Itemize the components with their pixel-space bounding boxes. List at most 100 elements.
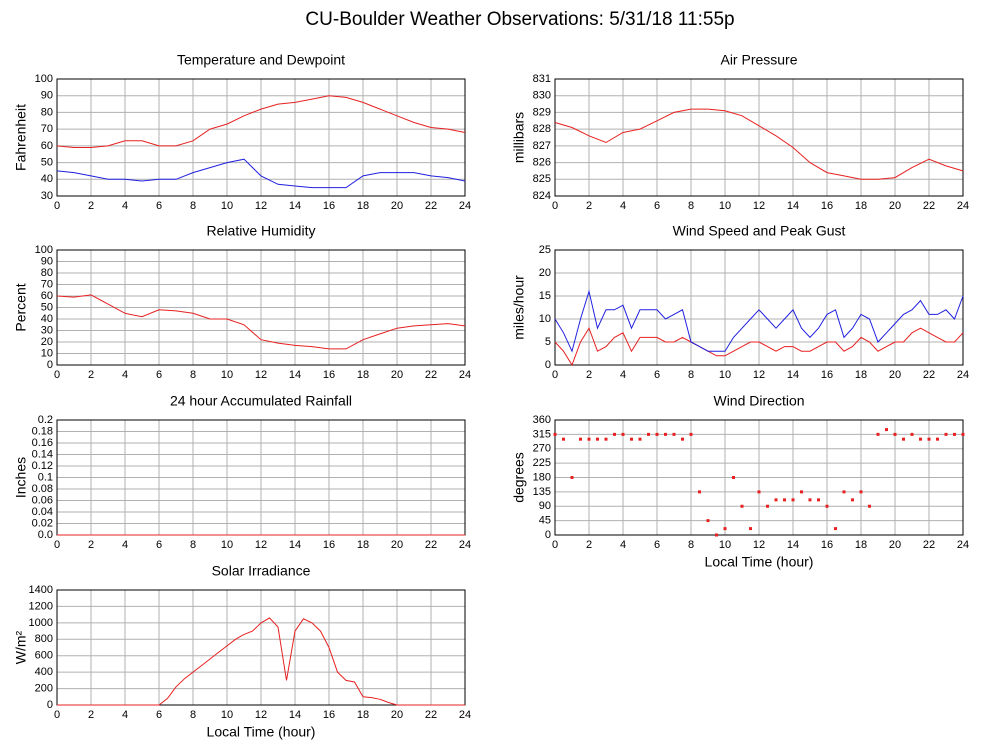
x-tick-label: 24 (957, 200, 969, 212)
x-tick-label: 18 (855, 539, 867, 551)
x-tick-label: 14 (289, 539, 301, 551)
y-tick-label: 315 (533, 428, 551, 440)
chart-title: 24 hour Accumulated Rainfall (170, 393, 352, 409)
y-tick-label: 1400 (29, 584, 53, 596)
x-tick-label: 2 (88, 369, 94, 381)
x-tick-label: 8 (190, 200, 196, 212)
y-tick-label: 70 (41, 123, 53, 135)
page-title: CU-Boulder Weather Observations: 5/31/18… (305, 9, 734, 30)
y-tick-label: 20 (539, 267, 551, 279)
x-tick-label: 22 (923, 539, 935, 551)
x-tick-label: 14 (787, 369, 799, 381)
x-tick-label: 0 (54, 200, 60, 212)
y-tick-label: 824 (533, 190, 551, 202)
data-line (56, 95, 466, 148)
x-tick-label: 6 (156, 369, 162, 381)
x-tick-label: 8 (190, 369, 196, 381)
x-tick-label: 24 (459, 200, 471, 212)
y-tick-label: 826 (533, 156, 551, 168)
data-point (604, 437, 608, 441)
data-line (554, 327, 964, 367)
data-point (570, 476, 574, 479)
x-tick-label: 0 (54, 709, 60, 721)
data-point (910, 432, 914, 436)
x-tick-label: 18 (357, 539, 369, 551)
y-tick-label: 0.14 (32, 448, 53, 460)
y-tick-label: 1000 (29, 617, 53, 629)
data-point (953, 432, 956, 436)
data-line (554, 108, 964, 180)
data-point (689, 432, 693, 436)
y-tick-label: 831 (533, 73, 551, 85)
x-tick-label: 18 (855, 369, 867, 381)
x-tick-label: 24 (459, 539, 471, 551)
y-tick-label: 0.12 (32, 460, 53, 472)
x-tick-label: 10 (719, 369, 731, 381)
data-point (808, 498, 812, 502)
plot-frame (56, 249, 466, 366)
y-tick-label: 40 (41, 173, 53, 185)
x-tick-label: 22 (425, 200, 437, 212)
x-tick-label: 16 (821, 539, 833, 551)
x-tick-label: 4 (620, 369, 626, 381)
y-tick-label: 0 (47, 699, 53, 711)
data-point (553, 432, 557, 436)
data-point (664, 432, 667, 436)
data-point (706, 519, 710, 523)
x-tick-label: 14 (289, 709, 301, 721)
x-tick-label: 24 (957, 539, 969, 551)
x-tick-label: 6 (654, 539, 660, 551)
x-tick-label: 8 (190, 539, 196, 551)
x-tick-label: 16 (323, 369, 335, 381)
data-point (885, 428, 888, 432)
x-tick-label: 4 (122, 369, 128, 381)
x-tick-label: 10 (719, 539, 731, 551)
y-tick-label: 20 (41, 336, 53, 348)
y-tick-label: 827 (533, 140, 551, 152)
x-tick-label: 24 (459, 369, 471, 381)
chart-title: Solar Irradiance (212, 563, 311, 579)
data-point (655, 432, 659, 436)
y-tick-label: 0 (545, 529, 551, 541)
y-tick-label: 80 (41, 106, 53, 118)
y-tick-label: 600 (35, 650, 53, 662)
x-tick-label: 0 (552, 200, 558, 212)
data-point (587, 437, 591, 441)
x-tick-label: 16 (323, 539, 335, 551)
x-tick-label: 14 (787, 200, 799, 212)
data-line (56, 294, 466, 350)
y-tick-label: 0 (545, 359, 551, 371)
chart-title: Relative Humidity (207, 223, 316, 239)
data-point (944, 432, 948, 436)
data-point (902, 437, 905, 441)
x-tick-label: 20 (889, 200, 901, 212)
data-point (961, 432, 965, 436)
x-tick-label: 16 (323, 200, 335, 212)
y-tick-label: 0.04 (32, 506, 53, 518)
x-tick-label: 10 (719, 200, 731, 212)
data-point (698, 490, 701, 494)
y-tick-label: 829 (533, 106, 551, 118)
y-tick-label: 10 (539, 313, 551, 325)
data-point (851, 498, 854, 502)
data-line (554, 289, 964, 353)
x-tick-label: 0 (552, 369, 558, 381)
x-tick-label: 24 (459, 709, 471, 721)
x-tick-label: 22 (425, 369, 437, 381)
data-point (783, 498, 786, 502)
y-tick-label: 0.08 (32, 483, 53, 495)
y-tick-label: 30 (41, 324, 53, 336)
x-tick-label: 16 (323, 709, 335, 721)
data-point (800, 490, 803, 494)
data-point (579, 437, 582, 441)
y-tick-label: 800 (35, 633, 53, 645)
x-tick-label: 18 (357, 369, 369, 381)
y-tick-label: 60 (41, 140, 53, 152)
y-tick-label: 25 (539, 244, 551, 256)
x-tick-label: 22 (425, 539, 437, 551)
y-tick-label: 830 (533, 90, 551, 102)
x-tick-label: 20 (391, 200, 403, 212)
x-tick-label: 6 (654, 200, 660, 212)
